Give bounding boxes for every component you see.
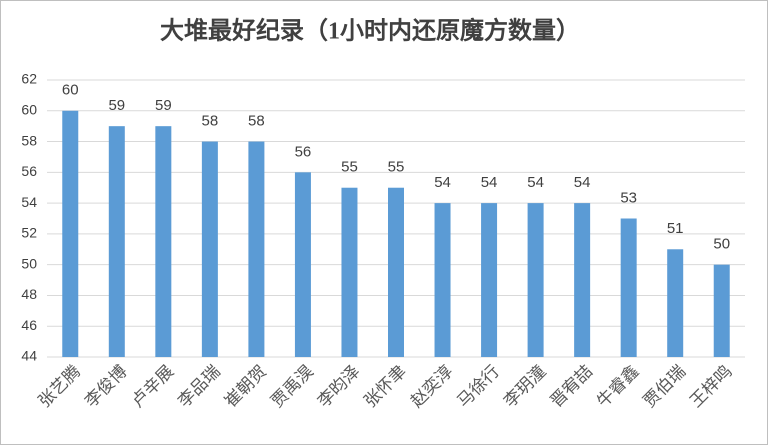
value-label: 50	[713, 236, 730, 253]
bar	[667, 249, 684, 357]
value-label: 59	[108, 97, 125, 114]
value-label: 58	[248, 113, 265, 130]
y-tick-label: 48	[21, 286, 37, 302]
bar	[155, 126, 172, 358]
value-label: 55	[341, 159, 358, 176]
bar	[62, 110, 79, 358]
bar	[388, 187, 404, 357]
y-tick-label: 56	[21, 163, 37, 179]
value-label: 54	[527, 174, 544, 191]
y-tick-label: 58	[21, 132, 37, 148]
bar	[434, 203, 451, 357]
value-label: 53	[620, 189, 637, 206]
bar	[108, 126, 125, 358]
y-tick-label: 44	[21, 348, 37, 364]
bar	[713, 264, 730, 357]
bar	[481, 203, 498, 357]
bar	[341, 187, 358, 357]
bar	[527, 203, 544, 357]
y-tick-label: 54	[21, 194, 37, 210]
bar	[574, 203, 591, 357]
value-label: 60	[62, 82, 79, 99]
value-label: 56	[295, 143, 312, 160]
y-tick-label: 52	[21, 225, 37, 241]
y-tick-label: 46	[21, 317, 37, 333]
y-tick-label: 60	[21, 101, 37, 117]
bar	[201, 141, 218, 357]
bar	[248, 141, 265, 357]
value-label: 51	[667, 220, 684, 237]
y-tick-label: 50	[21, 255, 37, 271]
bar	[620, 218, 637, 357]
value-label: 59	[155, 97, 172, 114]
y-tick-label: 62	[21, 71, 37, 87]
value-label: 54	[574, 174, 591, 191]
chart-title: 大堆最好纪录（1小时内还原魔方数量）	[160, 17, 580, 45]
value-label: 58	[202, 113, 219, 130]
value-label: 54	[481, 174, 498, 191]
bar	[294, 172, 311, 357]
value-label: 54	[434, 174, 451, 191]
value-label: 55	[388, 159, 405, 176]
